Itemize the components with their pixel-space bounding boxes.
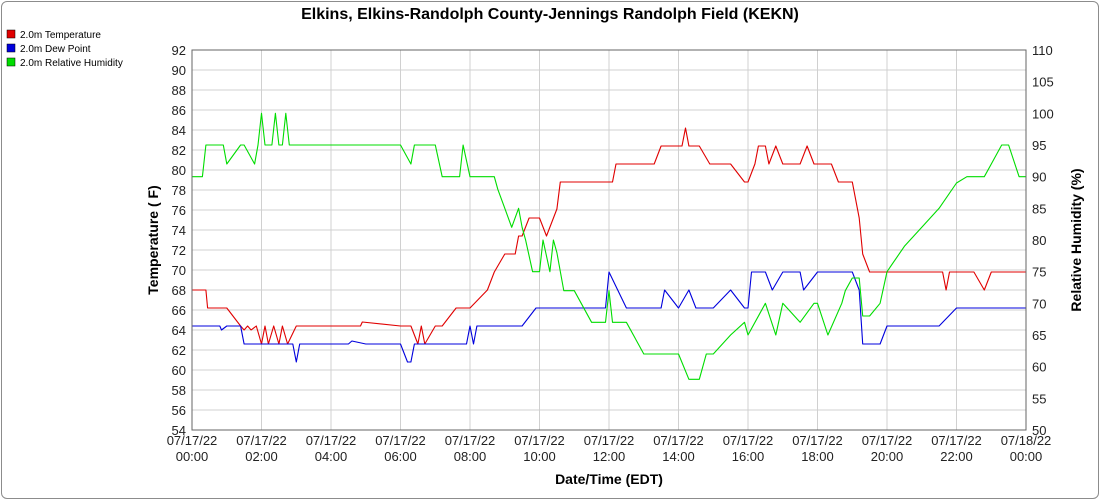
legend-label-relative-humidity: 2.0m Relative Humidity bbox=[20, 58, 123, 69]
legend-swatch-temperature bbox=[6, 29, 16, 39]
x-tick-time: 20:00 bbox=[871, 449, 904, 464]
series-relative-humidity-line bbox=[192, 112, 1026, 380]
x-tick-time: 18:00 bbox=[801, 449, 834, 464]
x-tick-date: 07/17/22 bbox=[723, 433, 774, 448]
right-tick-label: 100 bbox=[1032, 106, 1054, 121]
left-tick-label: 72 bbox=[172, 243, 186, 258]
right-axis-ticks: 110 105 100 95 90 85 80 75 70 65 60 55 50 bbox=[1032, 43, 1054, 438]
right-tick-label: 80 bbox=[1032, 233, 1046, 248]
x-tick-date: 07/17/22 bbox=[236, 433, 287, 448]
x-tick-date: 07/17/22 bbox=[584, 433, 635, 448]
x-tick-date: 07/17/22 bbox=[792, 433, 843, 448]
left-tick-label: 86 bbox=[172, 103, 186, 118]
left-tick-label: 54 bbox=[172, 423, 186, 438]
left-tick-label: 80 bbox=[172, 163, 186, 178]
legend-label-dew-point: 2.0m Dew Point bbox=[20, 44, 91, 55]
left-tick-label: 88 bbox=[172, 83, 186, 98]
right-tick-label: 85 bbox=[1032, 201, 1046, 216]
left-axis-ticks: 92 90 88 86 84 82 80 78 76 74 72 70 68 66 64 62 60 58 56 54 bbox=[172, 43, 186, 438]
x-tick-time: 00:00 bbox=[1010, 449, 1043, 464]
right-tick-label: 75 bbox=[1032, 265, 1046, 280]
x-tick-time: 14:00 bbox=[662, 449, 695, 464]
right-tick-label: 90 bbox=[1032, 170, 1046, 185]
x-tick-date: 07/17/22 bbox=[445, 433, 496, 448]
x-tick-time: 00:00 bbox=[176, 449, 209, 464]
left-tick-label: 70 bbox=[172, 263, 186, 278]
x-tick-date: 07/17/22 bbox=[514, 433, 565, 448]
right-tick-label: 105 bbox=[1032, 75, 1054, 90]
right-tick-label: 55 bbox=[1032, 391, 1046, 406]
x-tick-date: 07/17/22 bbox=[306, 433, 357, 448]
legend-swatch-relative-humidity bbox=[6, 57, 16, 67]
y2-axis-label: Relative Humidity (%) bbox=[1068, 168, 1084, 311]
legend-label-temperature: 2.0m Temperature bbox=[20, 30, 101, 41]
x-tick-time: 06:00 bbox=[384, 449, 417, 464]
right-tick-label: 110 bbox=[1032, 43, 1053, 58]
left-tick-label: 78 bbox=[172, 183, 186, 198]
x-tick-date: 07/17/22 bbox=[862, 433, 913, 448]
left-tick-label: 68 bbox=[172, 283, 186, 298]
grid bbox=[191, 49, 1027, 431]
left-tick-label: 90 bbox=[172, 63, 186, 78]
plot-border bbox=[191, 49, 1027, 431]
chart-title: Elkins, Elkins-Randolph County-Jennings … bbox=[301, 6, 799, 23]
left-tick-label: 84 bbox=[172, 123, 186, 138]
legend: 2.0m Temperature 2.0m Dew Point 2.0m Rel… bbox=[6, 29, 123, 69]
x-tick-time: 16:00 bbox=[732, 449, 765, 464]
x-tick-date: 07/17/22 bbox=[167, 433, 218, 448]
x-tick-time: 04:00 bbox=[315, 449, 348, 464]
x-tick-date: 07/17/22 bbox=[375, 433, 426, 448]
left-tick-label: 74 bbox=[172, 223, 186, 238]
x-axis-ticks: 07/17/2200:0007/17/2202:0007/17/2204:000… bbox=[167, 433, 1052, 464]
right-tick-label: 60 bbox=[1032, 360, 1046, 375]
series-dew-point-line bbox=[192, 271, 1026, 363]
left-tick-label: 60 bbox=[172, 363, 186, 378]
left-tick-label: 92 bbox=[172, 43, 186, 58]
right-tick-label: 65 bbox=[1032, 328, 1046, 343]
x-tick-time: 10:00 bbox=[523, 449, 556, 464]
legend-swatch-dew-point bbox=[6, 43, 16, 53]
series-lines bbox=[192, 112, 1026, 380]
right-tick-label: 95 bbox=[1032, 138, 1046, 153]
x-tick-time: 22:00 bbox=[940, 449, 973, 464]
x-tick-time: 02:00 bbox=[245, 449, 278, 464]
left-tick-label: 82 bbox=[172, 143, 186, 158]
series-temperature-line bbox=[192, 127, 1026, 345]
left-tick-label: 58 bbox=[172, 383, 186, 398]
x-tick-date: 07/18/22 bbox=[1001, 433, 1052, 448]
x-tick-date: 07/17/22 bbox=[931, 433, 982, 448]
left-tick-label: 62 bbox=[172, 343, 186, 358]
x-axis-label: Date/Time (EDT) bbox=[555, 471, 663, 487]
left-tick-label: 76 bbox=[172, 203, 186, 218]
left-tick-label: 56 bbox=[172, 403, 186, 418]
right-tick-label: 50 bbox=[1032, 423, 1046, 438]
left-tick-label: 66 bbox=[172, 303, 186, 318]
left-tick-label: 64 bbox=[172, 323, 186, 338]
y-axis-label: Temperature ( F) bbox=[145, 185, 161, 294]
x-tick-time: 08:00 bbox=[454, 449, 487, 464]
right-tick-label: 70 bbox=[1032, 296, 1046, 311]
x-tick-date: 07/17/22 bbox=[653, 433, 704, 448]
x-tick-time: 12:00 bbox=[593, 449, 626, 464]
